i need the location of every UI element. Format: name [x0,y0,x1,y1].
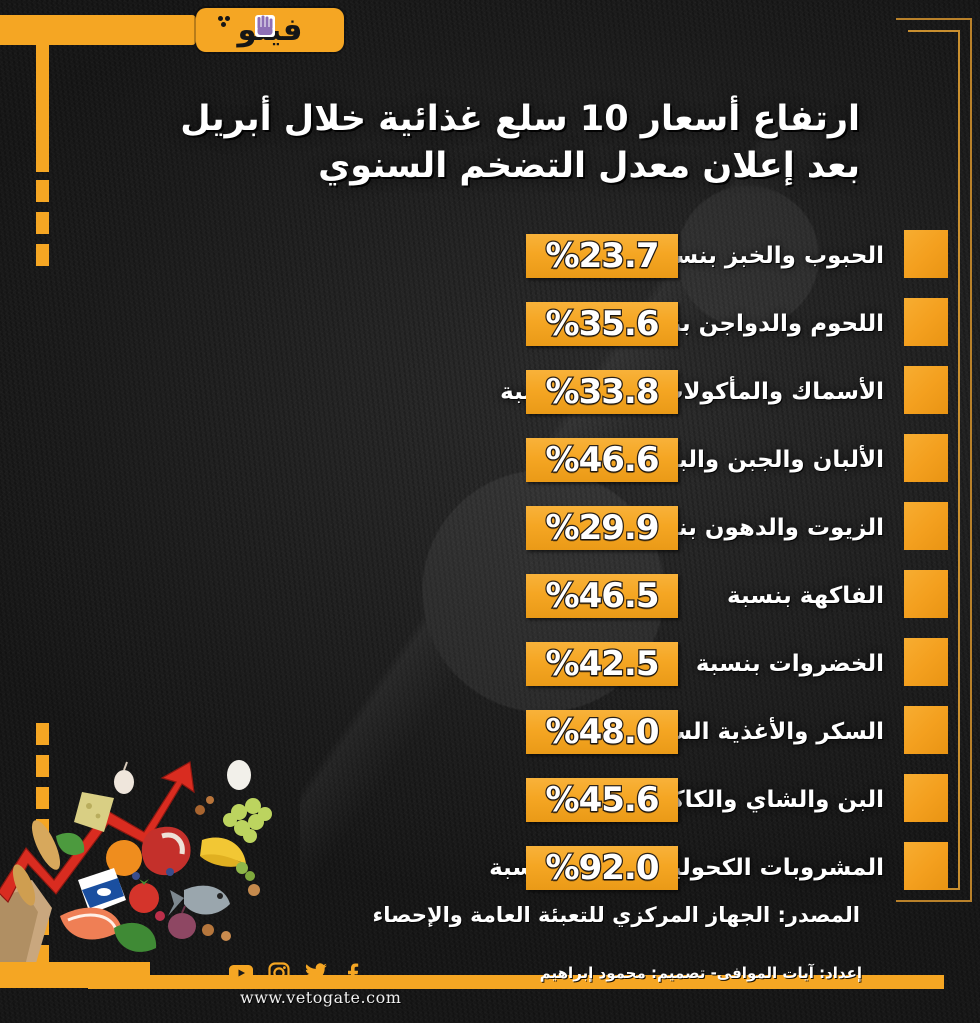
list-item: الفاكهة بنسبة %46.5 [0,562,980,630]
list-item: الزيوت والدهون بنسبة %29.9 [0,494,980,562]
frame-right-outer [896,18,972,902]
row-marker [904,638,948,686]
row-value: %46.5 [544,576,660,616]
status-badge: %45.6 [526,778,678,822]
row-marker [904,434,948,482]
list-item: الألبان والجبن والبيض بنسبة %46.6 [0,426,980,494]
status-badge: %48.0 [526,710,678,754]
twitter-icon[interactable] [304,962,328,984]
list-item: البن والشاي والكاكاو بنسبة %45.6 [0,766,980,834]
row-marker [904,706,948,754]
row-value: %35.6 [544,304,660,344]
row-value: %42.5 [544,644,660,684]
source-line: المصدر: الجهاز المركزي للتعبئة العامة وا… [372,903,861,927]
logo-badge: فيتو [196,8,344,52]
site-url[interactable]: www.vetogate.com [240,988,402,1007]
row-value: %45.6 [544,780,660,820]
food-basket-illustration [0,760,272,970]
youtube-icon[interactable] [228,963,254,983]
status-badge: %92.0 [526,846,678,890]
facebook-icon[interactable] [342,962,362,984]
row-label: الحبوب والخبز بنسبة [652,243,884,269]
status-badge: %29.9 [526,506,678,550]
instagram-icon[interactable] [268,962,290,984]
list-item: الخضروات بنسبة %42.5 [0,630,980,698]
row-label: الخضروات بنسبة [695,651,884,677]
hand-icon [255,15,275,37]
stats-list: الحبوب والخبز بنسبة %23.7 اللحوم والدواج… [0,222,980,902]
status-badge: %46.5 [526,574,678,618]
row-marker [904,230,948,278]
row-marker [904,842,948,890]
status-badge: %35.6 [526,302,678,346]
title-line-2: بعد إعلان معدل التضخم السنوي [318,145,860,186]
row-marker [904,366,948,414]
status-badge: %42.5 [526,642,678,686]
list-item: المشروبات الكحولية والدخان بنسبة %92.0 [0,834,980,902]
credits-line: إعداد: آيات الموافى- تصميم: محمود إبراهي… [539,964,862,982]
logo-dots-icon [218,16,232,27]
row-value: %92.0 [544,848,660,888]
list-item: الحبوب والخبز بنسبة %23.7 [0,222,980,290]
row-value: %48.0 [544,712,660,752]
page-title: ارتفاع أسعار 10 سلع غذائية خلال أبريل بع… [120,96,860,189]
status-badge: %33.8 [526,370,678,414]
status-badge: %46.6 [526,438,678,482]
credits-divider [410,978,650,985]
row-marker [904,570,948,618]
list-item: اللحوم والدواجن بنسبة %35.6 [0,290,980,358]
row-marker [904,774,948,822]
status-badge: %23.7 [526,234,678,278]
row-marker [904,502,948,550]
title-line-1: ارتفاع أسعار 10 سلع غذائية خلال أبريل [180,99,860,139]
list-item: الأسماك والمأكولات البحرية بنسبة %33.8 [0,358,980,426]
list-item: السكر والأغذية السكرية بنسبة %48.0 [0,698,980,766]
row-value: %23.7 [544,236,660,276]
brand-logo[interactable]: فيتو [0,6,344,54]
row-value: %33.8 [544,372,660,412]
row-label: الفاكهة بنسبة [727,583,884,609]
footer-left-bar [0,962,150,988]
row-value: %29.9 [544,508,660,548]
social-links[interactable] [228,962,362,984]
row-marker [904,298,948,346]
row-value: %46.6 [544,440,660,480]
logo-bar [0,15,196,45]
